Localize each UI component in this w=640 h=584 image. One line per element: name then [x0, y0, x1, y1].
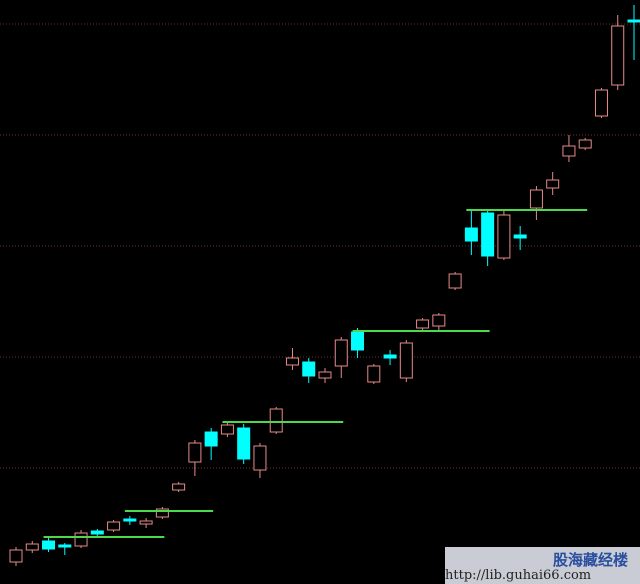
candle-body	[74, 532, 88, 547]
candle-body	[269, 408, 283, 433]
candle-body	[139, 520, 153, 525]
candle-body	[107, 521, 121, 531]
candle-body	[285, 357, 299, 366]
candle-body	[123, 518, 137, 522]
candle-body	[155, 508, 169, 518]
candle-body	[627, 19, 640, 23]
candle-body	[204, 431, 218, 447]
candle-body	[432, 314, 446, 327]
candle-body	[237, 427, 251, 460]
candle-body	[42, 540, 56, 550]
candle-body	[302, 361, 316, 377]
candle-body	[367, 365, 381, 383]
candle-body	[318, 371, 332, 379]
candle-body	[399, 342, 413, 379]
watermark-title: 股海藏经楼	[552, 551, 628, 569]
candle-body	[351, 331, 365, 351]
candle-body	[416, 319, 430, 329]
candle-body	[464, 227, 478, 242]
candle-body	[172, 483, 186, 491]
candle-body	[448, 273, 462, 289]
candle-body	[529, 189, 543, 209]
candle-body	[562, 145, 576, 157]
candle-body	[481, 212, 495, 257]
candle-body	[594, 89, 608, 117]
candle-body	[546, 179, 560, 189]
candle-body	[9, 549, 23, 563]
candle-body	[90, 530, 104, 535]
candle-body	[383, 354, 397, 359]
candle-body	[513, 234, 527, 239]
candle-body	[253, 445, 267, 471]
candle-body	[578, 139, 592, 149]
watermark: 股海藏经楼 http://lib.guhai66.com	[445, 547, 640, 584]
watermark-url: http://lib.guhai66.com	[445, 568, 592, 583]
candle-body	[188, 442, 202, 463]
candle-body	[334, 339, 348, 367]
candle-body	[58, 544, 72, 548]
candle-body	[611, 25, 625, 86]
candle-body	[220, 424, 234, 435]
candle-body	[497, 214, 511, 259]
candle-body	[25, 543, 39, 551]
